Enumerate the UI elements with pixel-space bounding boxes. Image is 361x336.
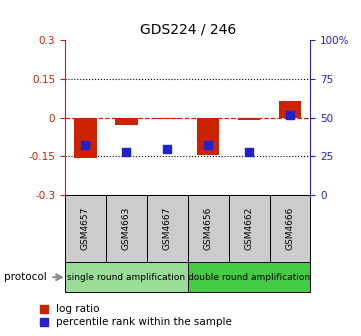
Text: GSM4662: GSM4662 (245, 207, 253, 250)
Bar (197, 118, 219, 155)
Point (164, 146, 170, 151)
Legend: log ratio, percentile rank within the sample: log ratio, percentile rank within the sa… (39, 304, 232, 327)
Bar (65, 195, 106, 262)
Text: single round amplification: single round amplification (67, 273, 186, 282)
Point (287, 112, 293, 117)
Text: GSM4667: GSM4667 (163, 207, 172, 250)
Title: GDS224 / 246: GDS224 / 246 (140, 23, 236, 36)
Bar (279, 101, 301, 118)
Bar (74, 118, 97, 158)
Point (205, 143, 211, 148)
Text: GSM4666: GSM4666 (286, 207, 295, 250)
Bar (238, 118, 260, 120)
Text: GSM4656: GSM4656 (204, 207, 213, 250)
Bar (188, 262, 310, 292)
Bar (188, 195, 229, 262)
Bar (147, 195, 188, 262)
Point (83, 143, 88, 148)
Bar (156, 118, 178, 119)
Point (246, 149, 252, 154)
Bar (229, 195, 270, 262)
Bar (270, 195, 310, 262)
Bar (115, 118, 138, 125)
Text: protocol: protocol (4, 272, 46, 282)
Text: GSM4663: GSM4663 (122, 207, 131, 250)
Point (123, 149, 129, 154)
Bar (106, 195, 147, 262)
Text: GSM4657: GSM4657 (81, 207, 90, 250)
Text: double round amplification: double round amplification (188, 273, 310, 282)
Bar (65, 262, 188, 292)
